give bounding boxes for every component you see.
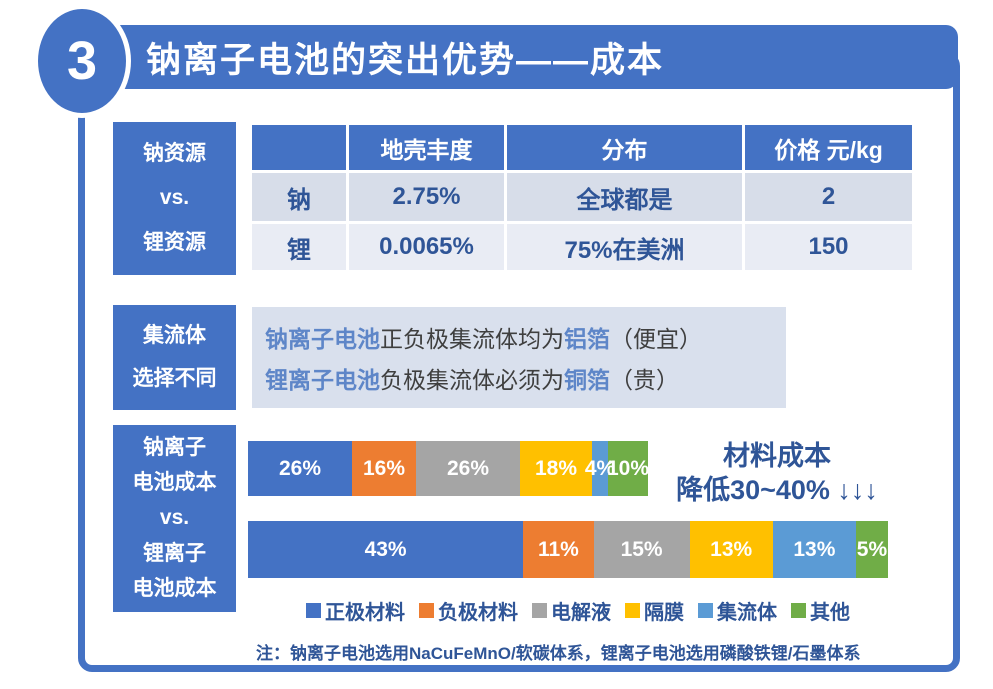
- resource-section-label: 钠资源 vs. 锂资源: [113, 122, 236, 275]
- legend-swatch-icon: [419, 602, 434, 618]
- bar-segment-正极材料: 26%: [248, 441, 352, 496]
- stacked-bar-lithium: 43% 11% 15% 13% 13% 5%: [248, 521, 888, 578]
- table-header-cell: 价格 元/kg: [745, 125, 912, 170]
- bar-segment-其他: 10%: [606, 441, 650, 496]
- bar-segment-其他: 5%: [855, 521, 888, 578]
- battery-name: 锂离子电池: [265, 367, 380, 393]
- table-header-cell: 分布: [507, 125, 742, 170]
- bar-segment-value: 16%: [362, 456, 406, 480]
- table-cell-abundance: 0.0065%: [349, 224, 504, 270]
- legend-swatch-icon: [625, 602, 640, 618]
- collector-label-line: 选择不同: [132, 366, 217, 390]
- legend-item: 隔膜: [625, 596, 684, 625]
- legend-item: 其他: [791, 596, 850, 625]
- collector-text-panel: 钠离子电池正负极集流体均为铝箔（便宜） 锂离子电池负极集流体必须为铜箔（贵）: [252, 307, 786, 408]
- bar-segment-value: 5%: [856, 537, 888, 561]
- legend-label: 电解液: [551, 601, 611, 624]
- collector-section-label: 集流体 选择不同: [113, 305, 236, 410]
- foil-name: 铜箔: [564, 367, 610, 393]
- slide-number: 3: [66, 31, 98, 91]
- legend-item: 电解液: [532, 596, 611, 625]
- annotation-line: 材料成本: [723, 441, 831, 471]
- cost-label-line: 钠离子: [143, 436, 206, 460]
- bar-segment-value: 13%: [710, 537, 753, 561]
- table-cell-distribution: 全球都是: [507, 173, 742, 221]
- slide-number-badge: 3: [33, 4, 131, 118]
- footnote: 注：钠离子电池选用NaCuFeMnO/软碳体系，锂离子电池选用磷酸铁锂/石墨体系: [256, 644, 861, 663]
- resource-label-line: vs.: [159, 186, 190, 210]
- bar-segment-value: 15%: [620, 537, 663, 561]
- table-header-cell: [252, 125, 346, 170]
- cost-label-line: 电池成本: [132, 576, 217, 600]
- title-bar: 钠离子电池的突出优势——成本: [108, 25, 958, 89]
- bar-segment-负极材料: 11%: [523, 521, 594, 578]
- bar-segment-value: 4%: [584, 456, 616, 480]
- bar-segment-隔膜: 13%: [689, 521, 773, 578]
- table-cell-price: 150: [745, 224, 912, 270]
- bar-segment-value: 11%: [537, 537, 579, 561]
- collector-text: 负极集流体必须为: [380, 367, 564, 393]
- stacked-bar-sodium: 26% 16% 26% 18% 4% 10%: [248, 441, 650, 496]
- table-header-cell: 地壳丰度: [349, 125, 504, 170]
- legend-swatch-icon: [698, 602, 713, 618]
- foil-note: （便宜）: [610, 326, 702, 352]
- legend-item: 负极材料: [419, 596, 518, 625]
- bar-segment-value: 26%: [446, 456, 490, 480]
- cost-reduction-annotation: 材料成本 降低30~40% ↓↓↓: [652, 440, 902, 508]
- table-cell-element: 钠: [252, 173, 346, 221]
- bar-segment-value: 10%: [606, 456, 650, 480]
- bar-segment-集流体: 13%: [772, 521, 856, 578]
- bar-segment-电解液: 26%: [416, 441, 520, 496]
- table-cell-price: 2: [745, 173, 912, 221]
- table-cell-element: 锂: [252, 224, 346, 270]
- collector-line-sodium: 钠离子电池正负极集流体均为铝箔（便宜）: [265, 320, 786, 354]
- legend-item: 正极材料: [306, 596, 405, 625]
- resource-table: 地壳丰度 分布 价格 元/kg 钠 2.75% 全球都是 2 锂 0.0065%…: [252, 125, 912, 270]
- collector-label-line: 集流体: [143, 323, 206, 347]
- bar-segment-value: 43%: [364, 537, 407, 561]
- chart-legend: 正极材料 负极材料 电解液 隔膜 集流体 其他: [248, 594, 908, 626]
- cost-section-label: 钠离子 电池成本 vs. 锂离子 电池成本: [113, 425, 236, 612]
- resource-label-line: 锂资源: [143, 230, 206, 254]
- cost-label-line: 锂离子: [143, 541, 206, 565]
- foil-note: （贵）: [610, 367, 679, 393]
- bar-segment-负极材料: 16%: [352, 441, 416, 496]
- cost-label-line: 电池成本: [132, 471, 217, 495]
- legend-label: 隔膜: [644, 601, 684, 624]
- bar-segment-正极材料: 43%: [248, 521, 524, 578]
- foil-name: 铝箔: [564, 326, 610, 352]
- bar-segment-value: 18%: [534, 456, 578, 480]
- bar-segment-value: 13%: [793, 537, 836, 561]
- legend-swatch-icon: [791, 602, 806, 618]
- resource-label-line: 钠资源: [143, 142, 206, 166]
- battery-name: 钠离子电池: [265, 326, 380, 352]
- legend-swatch-icon: [306, 602, 321, 618]
- table-cell-distribution: 75%在美洲: [507, 224, 742, 270]
- legend-label: 集流体: [717, 601, 777, 624]
- cost-label-line: vs.: [159, 506, 190, 530]
- legend-label: 负极材料: [438, 601, 518, 624]
- bar-segment-电解液: 15%: [593, 521, 690, 578]
- legend-label: 正极材料: [325, 601, 405, 624]
- bar-segment-value: 26%: [278, 456, 322, 480]
- legend-swatch-icon: [532, 602, 547, 618]
- page-title: 钠离子电池的突出优势——成本: [146, 40, 665, 80]
- bar-segment-隔膜: 18%: [520, 441, 592, 496]
- legend-label: 其他: [810, 601, 850, 624]
- legend-item: 集流体: [698, 596, 777, 625]
- bar-segment-集流体: 4%: [585, 441, 615, 496]
- table-cell-abundance: 2.75%: [349, 173, 504, 221]
- collector-line-lithium: 锂离子电池负极集流体必须为铜箔（贵）: [265, 361, 786, 395]
- collector-text: 正负极集流体均为: [380, 326, 564, 352]
- annotation-line: 降低30~40% ↓↓↓: [676, 474, 878, 505]
